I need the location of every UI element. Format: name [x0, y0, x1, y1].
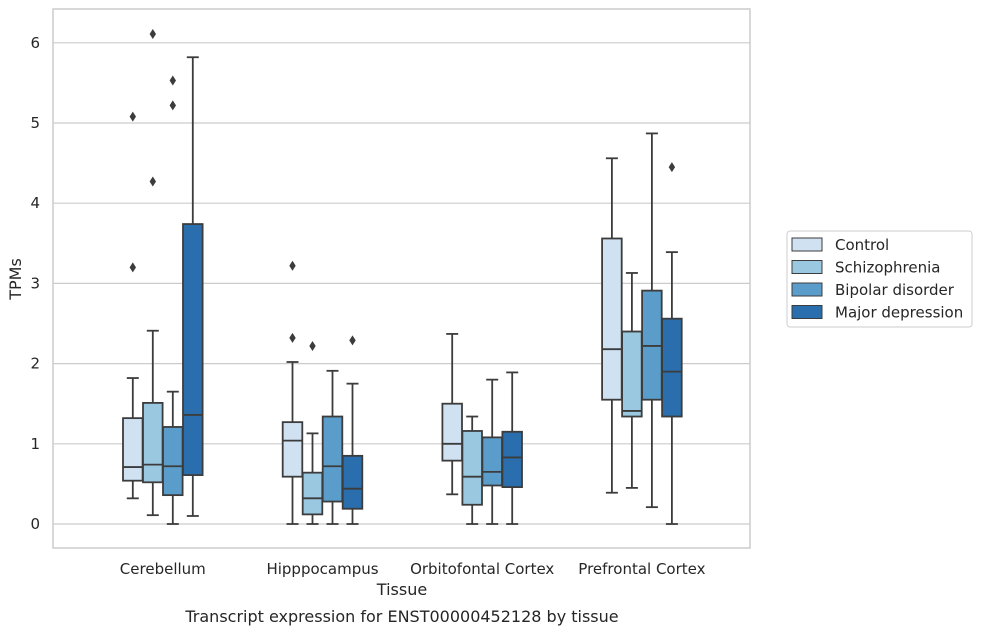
box-control-3 [601, 157, 623, 494]
x-tick-label: Cerebellum [120, 560, 206, 578]
box-iqr [441, 402, 463, 462]
box-bipolar-disorder-1 [321, 369, 344, 525]
box-iqr [621, 330, 643, 418]
legend-swatch [791, 305, 823, 319]
outlier-point [668, 162, 676, 173]
legend: Control Schizophrenia Bipolar disorder Majo… [786, 230, 973, 328]
x-axis-label: Tissue [376, 580, 427, 599]
outlier-point [309, 340, 316, 351]
legend-swatch [791, 237, 823, 252]
box-control-1 [281, 260, 304, 525]
outlier-point [129, 111, 136, 122]
y-tick-label: 6 [30, 34, 40, 52]
x-tick-label: Hipppocampus [266, 560, 378, 578]
box-bipolar-disorder-3 [641, 132, 663, 509]
box-bipolar-disorder-2 [481, 378, 503, 525]
box-schizophrenia-1 [301, 340, 324, 525]
box-plot-series [122, 28, 683, 525]
box-iqr [481, 436, 503, 487]
legend-swatch [791, 282, 823, 297]
outlier-point [289, 332, 296, 343]
legend-label: Control [835, 236, 889, 254]
x-tick-label: Prefrontal Cortex [578, 560, 705, 578]
box-iqr [601, 237, 623, 401]
outlier-point [289, 260, 296, 271]
figure-caption: Transcript expression for ENST0000045212… [184, 607, 618, 626]
y-tick-label: 1 [30, 435, 40, 453]
y-tick-label: 5 [30, 114, 40, 132]
outlier-point [169, 75, 176, 86]
box-major-depression-0 [182, 56, 204, 517]
legend-label: Major depression [835, 304, 963, 322]
outlier-point [169, 100, 176, 111]
y-axis-ticks: 0 1 2 3 4 5 6 [30, 34, 40, 533]
y-tick-label: 2 [30, 355, 40, 373]
box-schizophrenia-2 [461, 415, 483, 525]
box-control-2 [441, 333, 463, 496]
box-iqr [341, 454, 364, 510]
legend-frame [786, 230, 973, 328]
box-bipolar-disorder-0 [162, 75, 184, 525]
box-iqr [182, 223, 204, 476]
x-tick-label: Orbitofontal Cortex [410, 560, 554, 578]
legend-label: Bipolar disorder [835, 281, 955, 299]
plot-frame [52, 8, 751, 549]
y-tick-label: 3 [30, 274, 40, 292]
box-iqr [122, 417, 144, 482]
legend-label: Schizophrenia [835, 259, 940, 277]
box-control-0 [122, 111, 144, 500]
box-iqr [301, 471, 324, 516]
box-major-depression-3 [661, 162, 683, 525]
box-iqr [501, 430, 523, 489]
x-axis-ticks: Cerebellum Hipppocampus Orbitofontal Corte… [120, 560, 706, 578]
box-iqr [281, 421, 304, 478]
box-schizophrenia-0 [142, 28, 164, 517]
box-schizophrenia-3 [621, 272, 643, 489]
y-tick-label: 0 [30, 515, 40, 533]
box-iqr [321, 415, 344, 503]
outlier-point [349, 335, 356, 346]
box-iqr [162, 426, 184, 497]
box-iqr [461, 430, 483, 506]
y-axis-label: TPMs [6, 258, 25, 301]
box-iqr [142, 401, 164, 484]
outlier-point [149, 176, 156, 187]
box-major-depression-1 [341, 335, 364, 525]
outlier-point [149, 28, 156, 39]
box-major-depression-2 [501, 371, 523, 525]
box-iqr [661, 317, 683, 418]
y-tick-label: 4 [30, 194, 40, 212]
legend-swatch [791, 260, 823, 274]
outlier-point [129, 262, 136, 273]
